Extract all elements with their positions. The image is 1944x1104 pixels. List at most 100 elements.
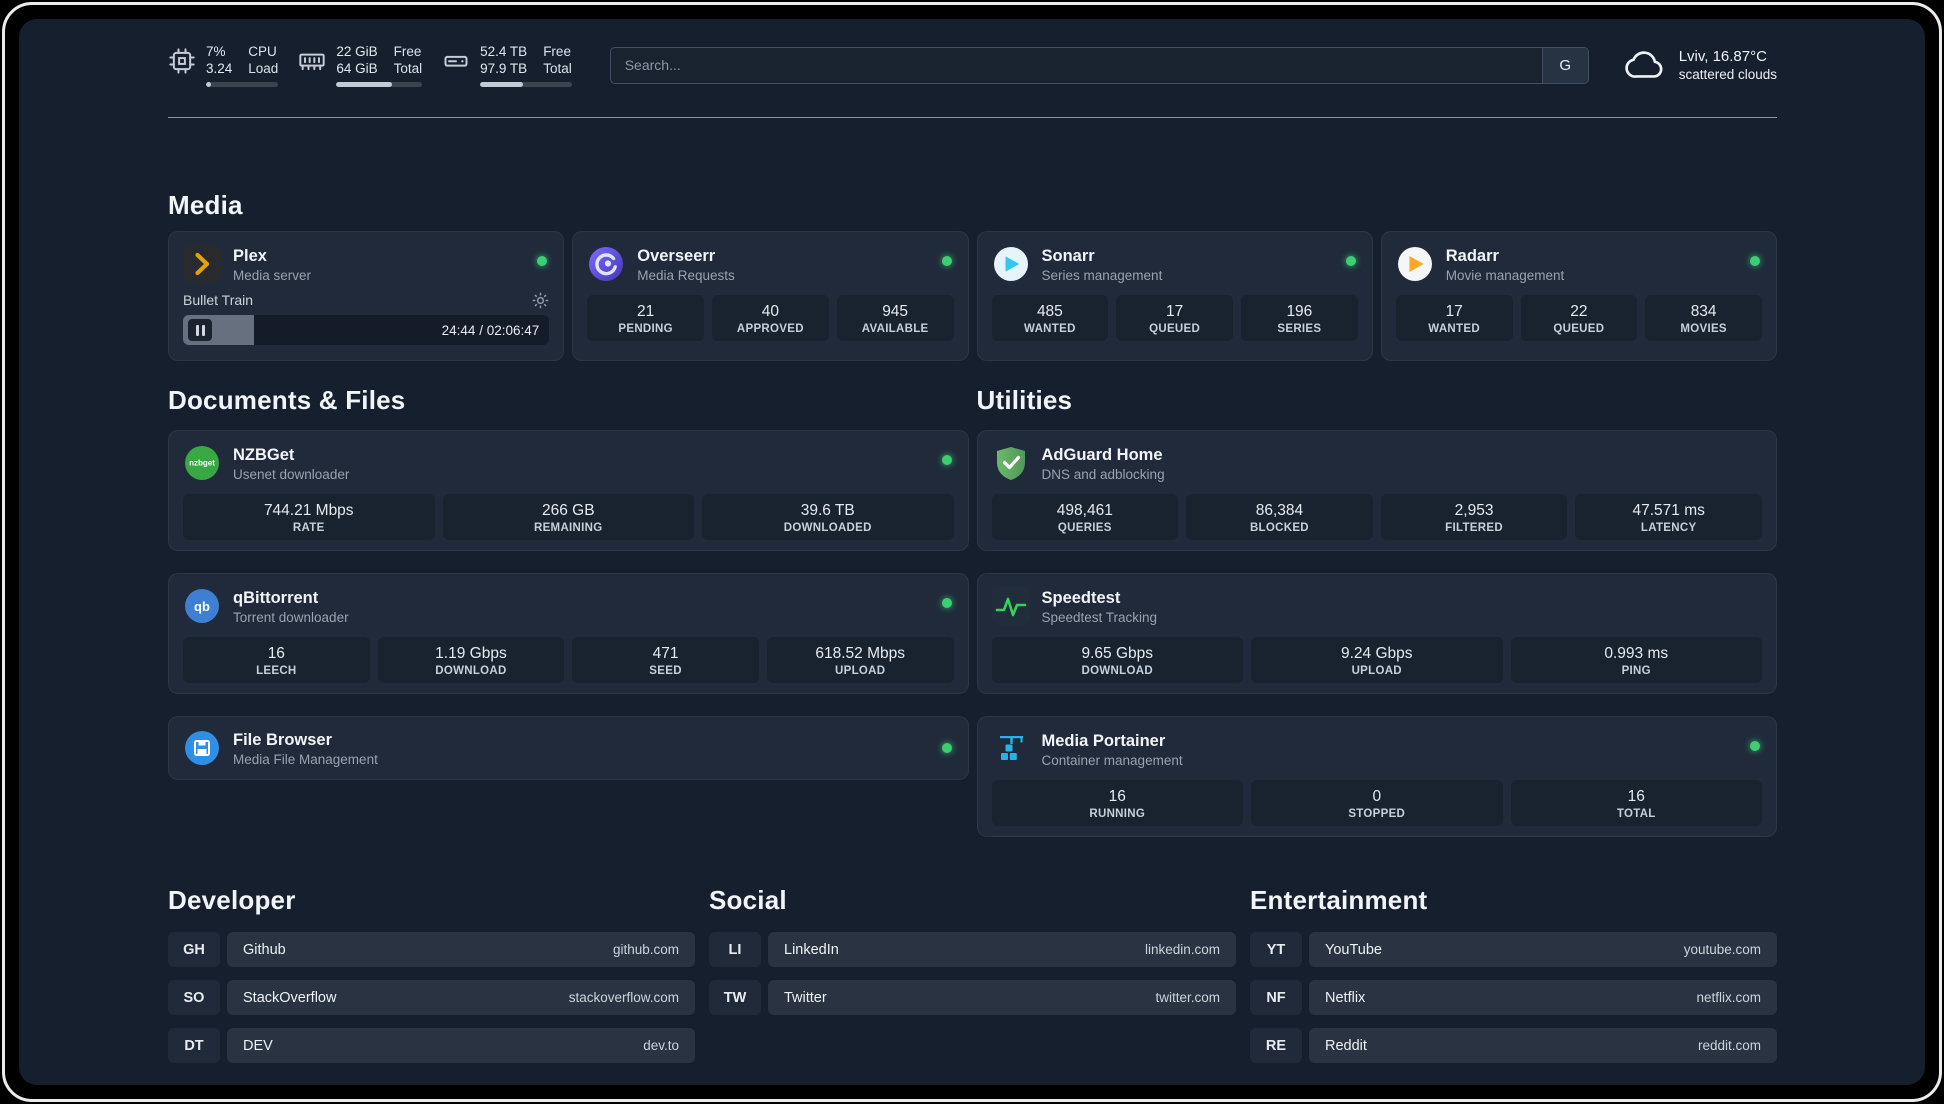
stat-tile-wanted: 17 WANTED (1395, 295, 1513, 341)
disk-free-label: Free (543, 44, 571, 59)
weather-condition: scattered clouds (1678, 67, 1777, 82)
playback-progress-bar[interactable]: 24:44 / 02:06:47 (183, 315, 550, 345)
speedtest-card[interactable]: Speedtest Speedtest Tracking 9.65 Gbps D… (976, 573, 1777, 694)
cpu-usage-value: 7% (206, 44, 226, 59)
disk-total-label: Total (543, 61, 572, 76)
overseerr-icon (587, 245, 625, 283)
svg-text:nzbget: nzbget (189, 459, 215, 468)
radarr-icon (1396, 245, 1434, 283)
cpu-widget: 7% 3.24 CPU Load (168, 43, 279, 87)
bookmark-dev[interactable]: DT DEV dev.to (168, 1028, 695, 1063)
memory-total-label: Total (393, 61, 423, 76)
top-bar: 7% 3.24 CPU Load (19, 43, 1925, 87)
filebrowser-card[interactable]: File Browser Media File Management (168, 716, 969, 780)
stat-tile-queries: 498,461 QUERIES (991, 494, 1179, 540)
search-engine-button[interactable]: G (1541, 47, 1588, 83)
stat-tile-seed: 471 SEED (572, 637, 759, 683)
gear-icon[interactable] (532, 292, 549, 309)
now-playing-widget: Bullet Train 24:44 / 02:06:47 (183, 290, 550, 345)
bookmark-abbr: NF (1250, 980, 1302, 1015)
bookmark-abbr: TW (709, 980, 761, 1015)
stat-tile-stopped: 0 STOPPED (1251, 780, 1503, 826)
app-title: qBittorrent (233, 588, 319, 607)
stat-tile-rate: 744.21 Mbps RATE (183, 494, 435, 540)
nzbget-status-online-dot (941, 455, 952, 465)
stat-tile-filtered: 2,953 FILTERED (1380, 494, 1568, 540)
bookmark-youtube[interactable]: YT YouTube youtube.com (1250, 932, 1777, 967)
bookmark-link[interactable]: Twitter twitter.com (768, 980, 1236, 1015)
disk-total-value: 97.9 TB (480, 61, 528, 76)
app-subtitle: DNS and adblocking (1041, 466, 1165, 482)
bookmark-link[interactable]: Github github.com (227, 932, 695, 967)
bookmark-netflix[interactable]: NF Netflix netflix.com (1250, 980, 1777, 1015)
bookmark-twitter[interactable]: TW Twitter twitter.com (709, 980, 1236, 1015)
bookmark-linkedin[interactable]: LI LinkedIn linkedin.com (709, 932, 1236, 967)
overseerr-status-online-dot (941, 256, 952, 266)
stat-tile-approved: 40 APPROVED (712, 295, 829, 341)
app-title: NZBGet (233, 445, 295, 464)
memory-usage-bar (336, 82, 423, 87)
app-title: Speedtest (1041, 588, 1121, 607)
app-title: AdGuard Home (1041, 445, 1163, 464)
search-bar: G (609, 46, 1589, 84)
bookmark-github[interactable]: GH Github github.com (168, 932, 695, 967)
utilities-column: Utilities (976, 385, 1777, 837)
nzbget-card[interactable]: nzbget NZBGet Usenet downloader 744.21 M… (168, 430, 969, 551)
cloud-icon (1623, 46, 1667, 85)
bookmark-link[interactable]: Netflix netflix.com (1309, 980, 1777, 1015)
qbittorrent-icon: qb (183, 587, 221, 625)
stat-tile-download: 9.65 Gbps DOWNLOAD (991, 637, 1243, 683)
sonarr-card[interactable]: Sonarr Series management 485 WANTED 17 Q… (976, 231, 1373, 361)
radarr-card[interactable]: Radarr Movie management 17 WANTED 22 QUE… (1380, 231, 1777, 361)
bookmark-reddit[interactable]: RE Reddit reddit.com (1250, 1028, 1777, 1063)
memory-widget: 22 GiB 64 GiB Free Total (298, 43, 423, 87)
app-title: Plex (233, 246, 267, 265)
stat-tile-upload: 9.24 Gbps UPLOAD (1251, 637, 1503, 683)
media-card-grid: Plex Media server Bullet Train (168, 231, 1777, 361)
search-input[interactable] (610, 47, 1542, 83)
sonarr-icon (992, 245, 1030, 283)
qbittorrent-card[interactable]: qb qBittorrent Torrent downloader 16 (168, 573, 969, 694)
cpu-label: CPU (248, 44, 277, 59)
stat-tile-remaining: 266 GB REMAINING (442, 494, 694, 540)
documents-column: Documents & Files nzbget (168, 385, 969, 837)
bookmark-abbr: YT (1250, 932, 1302, 967)
load-label: Load (248, 61, 279, 76)
bookmark-link[interactable]: Reddit reddit.com (1309, 1028, 1777, 1063)
now-playing-title: Bullet Train (183, 292, 254, 308)
bookmark-link[interactable]: DEV dev.to (227, 1028, 695, 1063)
stat-tile-latency: 47.571 ms LATENCY (1575, 494, 1762, 540)
media-section-title: Media (168, 190, 243, 220)
bookmark-abbr: GH (168, 932, 220, 967)
app-subtitle: Container management (1041, 752, 1183, 768)
bookmark-link[interactable]: YouTube youtube.com (1309, 932, 1777, 967)
bookmark-stackoverflow[interactable]: SO StackOverflow stackoverflow.com (168, 980, 695, 1015)
pause-button[interactable] (188, 319, 212, 341)
plex-card[interactable]: Plex Media server Bullet Train (168, 231, 565, 361)
app-subtitle: Speedtest Tracking (1041, 609, 1158, 625)
disk-icon (442, 47, 470, 75)
disk-widget: 52.4 TB 97.9 TB Free Total (442, 43, 572, 87)
portainer-card[interactable]: Media Portainer Container management 16 … (976, 716, 1777, 837)
app-subtitle: Media server (233, 267, 312, 283)
memory-total-value: 64 GiB (336, 61, 378, 76)
memory-free-value: 22 GiB (336, 44, 378, 59)
overseerr-card[interactable]: Overseerr Media Requests 21 PENDING 40 A… (572, 231, 969, 361)
app-subtitle: Series management (1041, 267, 1163, 283)
developer-section-title: Developer (168, 885, 296, 915)
filebrowser-icon (183, 729, 221, 767)
app-title: Sonarr (1041, 246, 1095, 265)
weather-location: Lviv, 16.87°C (1678, 48, 1767, 65)
disk-free-value: 52.4 TB (480, 44, 528, 59)
speedtest-icon (991, 587, 1030, 625)
social-section-title: Social (709, 885, 787, 915)
radarr-status-online-dot (1750, 256, 1760, 266)
app-title: Media Portainer (1041, 731, 1166, 750)
bookmark-link[interactable]: LinkedIn linkedin.com (768, 932, 1236, 967)
adguard-card[interactable]: AdGuard Home DNS and adblocking 498,461 … (976, 430, 1777, 551)
bookmark-link[interactable]: StackOverflow stackoverflow.com (227, 980, 695, 1015)
bookmarks-area: Developer GH Github github.com SO StackO… (168, 885, 1777, 1063)
disk-usage-bar (480, 82, 572, 87)
app-title: Overseerr (637, 246, 716, 265)
